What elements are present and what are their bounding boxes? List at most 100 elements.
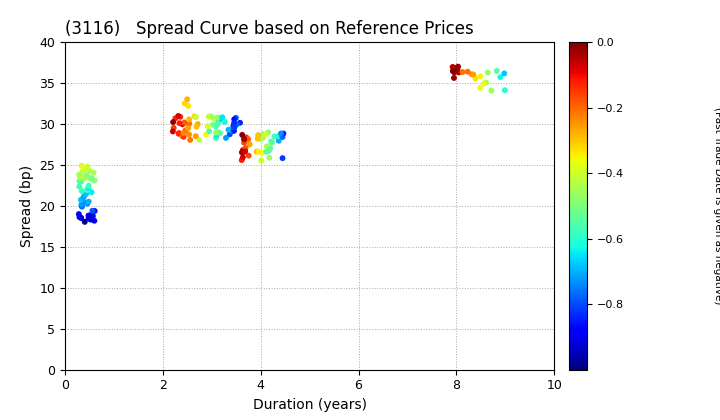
Point	[231, 121, 243, 128]
Point	[204, 128, 215, 134]
Point	[74, 175, 86, 181]
Point	[81, 186, 93, 193]
Point	[238, 150, 249, 156]
Point	[238, 139, 250, 146]
Point	[73, 214, 85, 220]
Point	[192, 121, 204, 128]
Point	[256, 150, 268, 156]
Point	[80, 200, 91, 207]
Point	[259, 131, 271, 138]
Point	[275, 130, 287, 137]
Point	[456, 69, 468, 76]
Point	[238, 136, 250, 142]
Point	[213, 118, 225, 124]
Point	[89, 177, 100, 184]
Point	[264, 146, 275, 153]
Point	[228, 120, 240, 126]
Point	[240, 136, 251, 143]
Point	[266, 138, 277, 145]
Point	[495, 74, 506, 81]
Y-axis label: Time in years between 5/2/2025 and Trade Date
(Past Trade Date is given as negat: Time in years between 5/2/2025 and Trade…	[713, 80, 720, 331]
Point	[83, 182, 94, 189]
Point	[240, 148, 251, 155]
Point	[174, 113, 186, 120]
Point	[76, 203, 88, 210]
Point	[83, 215, 94, 222]
Point	[261, 148, 272, 155]
Point	[449, 75, 460, 81]
Point	[452, 63, 464, 70]
Point	[236, 131, 248, 138]
Point	[84, 168, 95, 174]
Point	[75, 173, 86, 180]
Point	[182, 102, 194, 109]
Point	[178, 130, 189, 136]
Point	[222, 126, 234, 133]
Point	[210, 123, 222, 130]
Point	[86, 175, 98, 182]
Point	[240, 144, 251, 151]
Point	[227, 128, 238, 134]
Point	[491, 68, 503, 74]
Point	[228, 127, 240, 134]
Point	[499, 87, 510, 94]
Point	[261, 143, 273, 150]
Point	[256, 132, 268, 139]
Point	[253, 132, 264, 139]
Point	[182, 125, 194, 131]
Point	[211, 132, 222, 139]
Point	[486, 87, 498, 94]
Point	[78, 194, 89, 201]
Point	[278, 130, 289, 137]
Point	[76, 215, 87, 221]
Point	[76, 178, 87, 185]
Point	[176, 133, 188, 139]
Point	[167, 119, 179, 126]
Point	[190, 133, 202, 139]
Point	[78, 166, 89, 173]
Point	[453, 69, 464, 76]
Point	[228, 124, 240, 131]
Point	[174, 120, 185, 126]
Point	[228, 123, 239, 130]
Point	[237, 154, 248, 161]
Point	[273, 133, 284, 139]
Point	[79, 192, 91, 199]
Point	[73, 183, 85, 190]
Point	[87, 213, 99, 219]
Point	[234, 119, 246, 126]
Point	[478, 80, 490, 87]
X-axis label: Duration (years): Duration (years)	[253, 398, 366, 412]
Point	[219, 118, 230, 125]
Point	[213, 129, 225, 136]
Point	[79, 218, 91, 225]
Point	[238, 136, 250, 142]
Point	[467, 71, 479, 78]
Point	[252, 135, 264, 142]
Point	[447, 63, 459, 70]
Point	[75, 197, 86, 203]
Point	[176, 121, 188, 128]
Point	[76, 201, 87, 208]
Point	[173, 130, 184, 137]
Point	[462, 68, 474, 75]
Point	[240, 134, 252, 141]
Point	[210, 129, 222, 136]
Point	[202, 123, 213, 129]
Point	[276, 155, 288, 162]
Point	[184, 136, 196, 143]
Point	[214, 130, 225, 137]
Point	[264, 145, 276, 152]
Point	[83, 184, 94, 191]
Point	[276, 134, 288, 140]
Point	[212, 120, 224, 126]
Point	[84, 175, 96, 181]
Point	[184, 116, 195, 123]
Point	[76, 215, 87, 221]
Point	[184, 131, 195, 138]
Text: (3116)   Spread Curve based on Reference Prices: (3116) Spread Curve based on Reference P…	[65, 20, 474, 38]
Point	[183, 121, 194, 128]
Point	[181, 96, 193, 102]
Point	[173, 130, 184, 136]
Point	[190, 114, 202, 121]
